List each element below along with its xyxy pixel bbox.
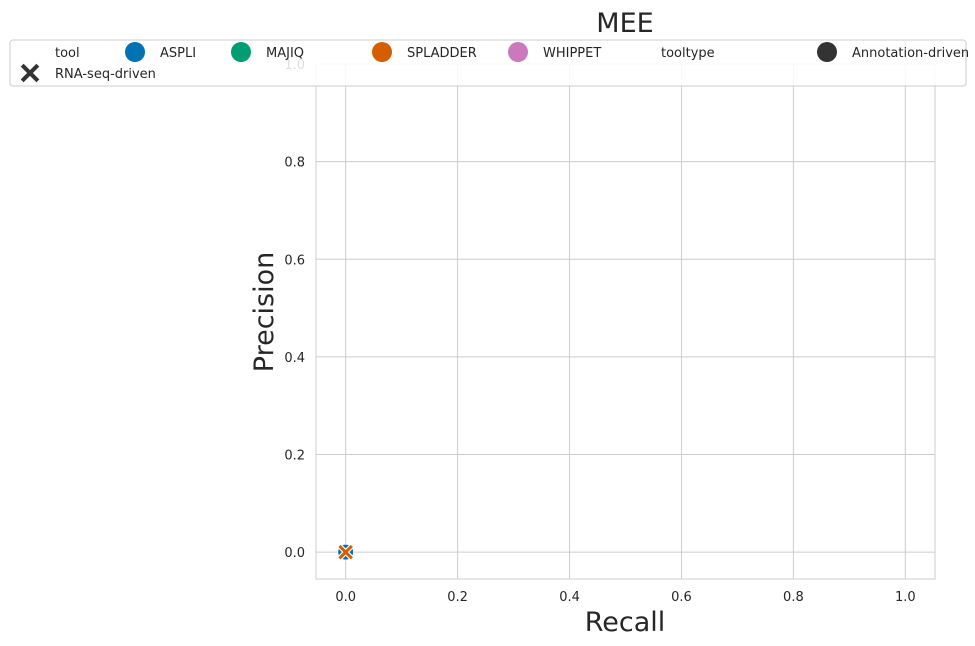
x-axis-ticks: 0.0 0.2 0.4 0.6 0.8 1.0: [335, 590, 915, 605]
legend-marker-annotation-driven: [817, 42, 837, 62]
legend-title-tool: tool: [55, 46, 80, 61]
legend-marker-aspli: [125, 42, 145, 62]
data-points: [336, 543, 355, 561]
y-axis-ticks: 0.00.20.40.60.81.0: [284, 58, 305, 561]
x-tick-label: 0.4: [559, 590, 580, 605]
x-tick-label: 1.0: [895, 590, 916, 605]
y-tick-label: 0.4: [284, 351, 305, 366]
y-tick-label: 0.6: [284, 253, 305, 268]
x-tick-label: 0.0: [335, 590, 356, 605]
legend-title-tooltype: tooltype: [661, 46, 715, 61]
x-tick-label: 0.8: [783, 590, 804, 605]
y-axis-label: Precision: [249, 252, 280, 372]
legend-items: tool ASPLI MAJIQ SPLADDER WHIPPET tooltype Ann…: [19, 42, 969, 84]
legend-label-rna-seq-driven: RNA-seq-driven: [55, 67, 156, 82]
plot-area: [315, 63, 936, 580]
chart-title: MEE: [596, 8, 653, 39]
legend-marker-spladder: [372, 42, 392, 62]
legend-marker-majiq: [231, 42, 251, 62]
y-tick-label: 0.2: [284, 449, 305, 464]
legend-label-whippet: WHIPPET: [543, 46, 601, 61]
legend-label-majiq: MAJIQ: [266, 46, 304, 61]
legend-label-spladder: SPLADDER: [407, 46, 477, 61]
x-tick-label: 0.6: [671, 590, 692, 605]
legend-label-aspli: ASPLI: [160, 46, 196, 61]
x-axis-label: Recall: [585, 607, 666, 638]
legend-marker-rna-seq-driven: [19, 62, 41, 84]
x-tick-label: 0.2: [447, 590, 468, 605]
legend-label-annotation-driven: Annotation-driven: [852, 46, 969, 61]
y-tick-label: 0.0: [284, 546, 305, 561]
legend-marker-whippet: [508, 42, 528, 62]
point-spladder: [336, 543, 355, 561]
legend: tool ASPLI MAJIQ SPLADDER WHIPPET tooltype Ann…: [9, 39, 969, 87]
y-tick-label: 0.8: [284, 156, 305, 171]
